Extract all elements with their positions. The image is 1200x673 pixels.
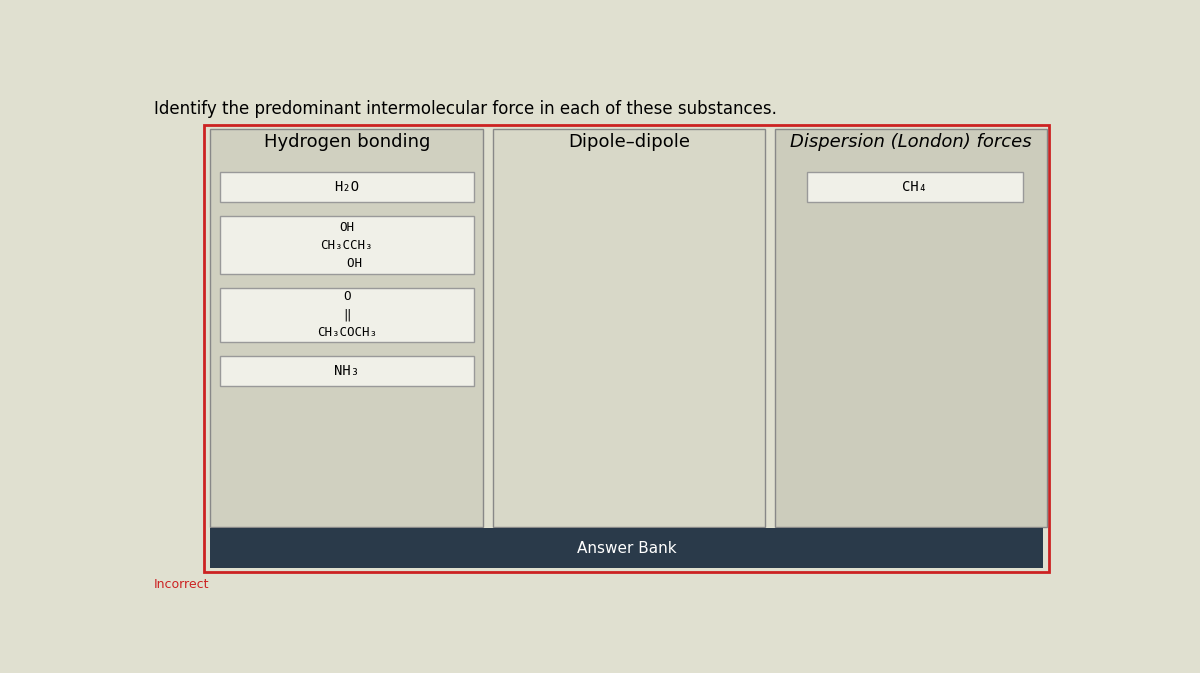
Text: Dipole–dipole: Dipole–dipole (568, 133, 690, 151)
FancyBboxPatch shape (220, 216, 474, 274)
FancyBboxPatch shape (220, 288, 474, 342)
Text: OH
CH₃CCH₃
  OH: OH CH₃CCH₃ OH (320, 221, 373, 270)
Text: Answer Bank: Answer Bank (577, 540, 677, 556)
FancyBboxPatch shape (775, 129, 1048, 526)
Text: Identify the predominant intermolecular force in each of these substances.: Identify the predominant intermolecular … (154, 100, 776, 118)
FancyBboxPatch shape (204, 125, 1049, 572)
FancyBboxPatch shape (210, 528, 1043, 568)
FancyBboxPatch shape (220, 355, 474, 386)
Text: O
‖
CH₃COCH₃: O ‖ CH₃COCH₃ (317, 290, 377, 339)
Text: H₂O: H₂O (335, 180, 360, 194)
FancyBboxPatch shape (220, 172, 474, 203)
FancyBboxPatch shape (492, 129, 766, 526)
Text: CH₄: CH₄ (902, 180, 928, 194)
Text: Dispersion (London) forces: Dispersion (London) forces (791, 133, 1032, 151)
FancyBboxPatch shape (210, 129, 484, 526)
Text: Hydrogen bonding: Hydrogen bonding (264, 133, 430, 151)
FancyBboxPatch shape (808, 172, 1022, 203)
Text: NH₃: NH₃ (335, 364, 360, 378)
Text: Incorrect: Incorrect (154, 578, 209, 592)
